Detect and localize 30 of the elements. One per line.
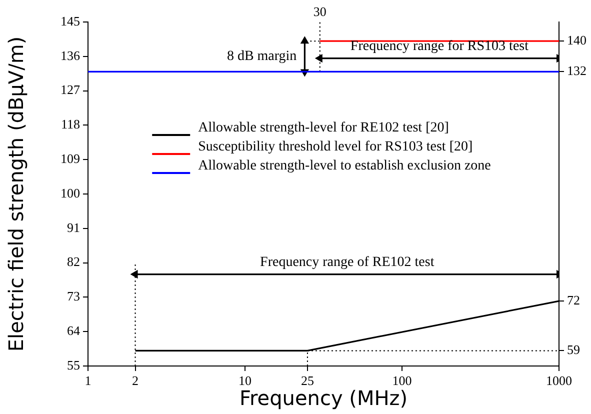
y-tick-label: 127 — [60, 82, 80, 98]
y2-tick-label: 140 — [567, 32, 586, 48]
annotation: 30 — [313, 4, 326, 19]
y2-tick-label: 59 — [567, 342, 580, 358]
y-tick-label: 145 — [60, 13, 80, 28]
y-axis-title: Electric field strength (dBμV/m) — [4, 36, 28, 352]
y-tick-label: 118 — [60, 116, 80, 132]
annotation: 8 dB margin — [226, 49, 297, 64]
x-tick-label: 2 — [132, 373, 139, 388]
legend-label: Allowable strength-level to establish exclusion zone — [198, 158, 491, 174]
annotation: Frequency range for RS103 test — [350, 38, 529, 54]
x-tick-label: 25 — [300, 373, 314, 388]
x-tick-label: 1000 — [546, 373, 572, 388]
y-tick-label: 73 — [67, 288, 80, 304]
x-tick-label: 10 — [238, 373, 252, 388]
y-tick-label: 55 — [67, 357, 80, 372]
annotation: Frequency range of RE102 test — [260, 254, 434, 270]
legend-label: Susceptibility threshold level for RS103 test [20] — [198, 140, 473, 155]
legend-label: Allowable strength-level for RE102 test [20] — [198, 120, 449, 136]
y-tick-label: 109 — [60, 151, 80, 166]
y-tick-label: 91 — [67, 220, 80, 235]
y-tick-label: 100 — [60, 185, 80, 200]
y2-tick-label: 72 — [567, 292, 580, 308]
y2-tick-label: 132 — [567, 63, 586, 78]
y-tick-label: 82 — [67, 254, 80, 270]
y-tick-label: 136 — [60, 48, 80, 63]
x-tick-label: 100 — [392, 373, 412, 388]
y-tick-label: 64 — [67, 323, 80, 338]
x-tick-label: 1 — [84, 373, 92, 388]
x-axis-title: Frequency (MHz) — [239, 386, 408, 410]
